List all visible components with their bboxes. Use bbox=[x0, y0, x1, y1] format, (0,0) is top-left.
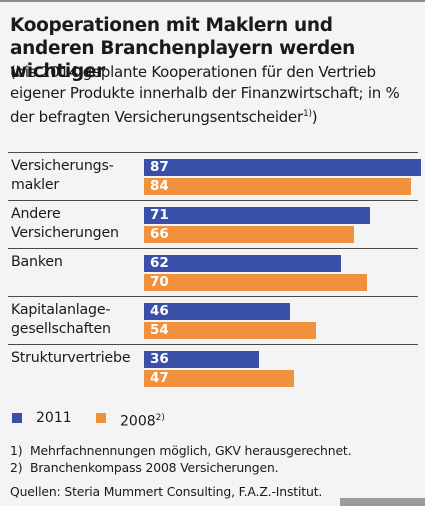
chart-subtitle: (bis 2014 geplante Kooperationen für den… bbox=[10, 62, 422, 128]
footnotes: 1) Mehrfachnennungen möglich, GKV heraus… bbox=[10, 443, 420, 476]
data-label: 66 bbox=[150, 226, 169, 242]
bar-2011: 36 bbox=[144, 351, 259, 368]
category-row: Andere Versicherungen 71 66 bbox=[8, 200, 418, 249]
category-label: Banken bbox=[11, 254, 63, 270]
legend-text-2011: 2011 bbox=[36, 410, 72, 426]
data-label: 54 bbox=[150, 322, 169, 338]
subtitle-text: (bis 2014 geplante Kooperationen für den… bbox=[10, 63, 400, 126]
category-label: Kapitalanlage-gesellschaften bbox=[11, 302, 111, 337]
data-label: 36 bbox=[150, 351, 169, 367]
subtitle-footnote-mark: 1) bbox=[302, 109, 312, 119]
data-label: 47 bbox=[150, 370, 169, 386]
bar-2008: 54 bbox=[144, 322, 316, 339]
subtitle-close: ) bbox=[311, 108, 318, 126]
bar-2008: 70 bbox=[144, 274, 367, 291]
category-label: Versicherungs-makler bbox=[11, 158, 114, 193]
footnote-2-mark: 2) bbox=[10, 459, 23, 475]
bar-2011: 46 bbox=[144, 303, 290, 320]
footnote-1-mark: 1) bbox=[10, 443, 23, 458]
legend: 2011 20082) bbox=[10, 409, 310, 431]
category-row: Kapitalanlage-gesellschaften 46 54 bbox=[8, 296, 418, 345]
footnote-1-text: Mehrfachnennungen möglich, GKV herausger… bbox=[30, 443, 352, 458]
footnote-1: 1) Mehrfachnennungen möglich, GKV heraus… bbox=[10, 443, 420, 460]
bar-2008: 47 bbox=[144, 370, 294, 387]
footnote-2: 2) Branchenkompass 2008 Versicherungen. bbox=[10, 460, 420, 477]
bar-2008: 84 bbox=[144, 178, 411, 195]
category-label: Strukturvertriebe bbox=[11, 350, 131, 366]
bar-chart: Versicherungs-makler 87 84 Andere Versicheru… bbox=[0, 152, 425, 402]
data-label: 87 bbox=[150, 159, 169, 175]
bar-2008: 66 bbox=[144, 226, 354, 243]
category-row: Banken 62 70 bbox=[8, 248, 418, 297]
legend-text-2008: 2008 bbox=[120, 413, 156, 430]
legend-label-2011: 2011 bbox=[36, 409, 72, 427]
legend-sup-2008: 2) bbox=[155, 413, 165, 423]
bar-2011: 62 bbox=[144, 255, 341, 272]
legend-swatch-2011 bbox=[12, 413, 22, 423]
data-label: 71 bbox=[150, 207, 169, 223]
category-row: Versicherungs-makler 87 84 bbox=[8, 152, 421, 201]
category-label: Andere Versicherungen bbox=[11, 206, 119, 241]
legend-label-2008: 20082) bbox=[120, 409, 165, 431]
bar-2011: 87 bbox=[144, 159, 421, 176]
footnote-2-text: Branchenkompass 2008 Versicherungen. bbox=[30, 459, 279, 475]
bar-2011: 71 bbox=[144, 207, 370, 224]
legend-swatch-2008 bbox=[96, 413, 106, 423]
corner-accent bbox=[340, 498, 425, 506]
data-label: 70 bbox=[150, 274, 169, 290]
chart-title: Kooperationen mit Maklern und anderen Br… bbox=[10, 15, 356, 82]
data-label: 46 bbox=[150, 303, 169, 319]
data-label: 84 bbox=[150, 178, 169, 194]
source-line: Quellen: Steria Mummert Consulting, F.A.… bbox=[10, 484, 323, 499]
category-row: Strukturvertriebe 36 47 bbox=[8, 344, 418, 393]
data-label: 62 bbox=[150, 255, 169, 271]
